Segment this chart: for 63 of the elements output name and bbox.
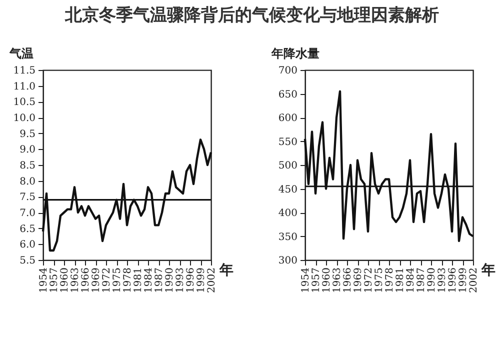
x-tick-label: 1963 <box>332 268 343 293</box>
x-tick-label: 1966 <box>342 268 354 293</box>
x-tick-label: 1975 <box>112 268 123 293</box>
y-tick-label: 350 <box>278 232 298 243</box>
y-tick-label: 5.5 <box>20 256 36 266</box>
y-tick-label: 550 <box>278 136 298 148</box>
x-tick-label: 1975 <box>374 268 385 293</box>
x-tick-label: 1996 <box>186 268 196 293</box>
y-tick-label: 11.0 <box>13 81 36 92</box>
x-tick-label: 1978 <box>384 268 396 293</box>
y-tick-label: 8.0 <box>20 176 36 188</box>
y-tick-label: 500 <box>278 160 298 172</box>
x-tick-label: 1972 <box>102 268 112 293</box>
y-tick-label: 700 <box>278 66 298 76</box>
y-axis-title: 年降水量 <box>270 46 320 60</box>
y-tick-label: 650 <box>278 89 298 100</box>
x-tick-label: 1957 <box>49 268 60 293</box>
y-tick-label: 600 <box>278 113 298 124</box>
y-tick-label: 6.0 <box>20 240 36 251</box>
x-tick-label: 1969 <box>91 268 102 293</box>
x-axis-title: 年 <box>218 262 234 278</box>
y-tick-label: 10.5 <box>13 97 36 108</box>
x-tick-label: 1981 <box>395 268 406 293</box>
y-tick-label: 400 <box>278 208 298 219</box>
x-tick-label: 1984 <box>406 268 416 293</box>
y-tick-label: 300 <box>278 256 298 266</box>
y-tick-label: 450 <box>278 184 298 196</box>
y-tick-label: 6.5 <box>20 224 36 235</box>
x-tick-label: 1969 <box>353 268 364 293</box>
x-tick-label: 1996 <box>448 268 458 293</box>
y-tick-label: 9.0 <box>20 144 36 156</box>
x-tick-label: 1993 <box>437 268 448 293</box>
x-tick-label: 1993 <box>175 268 186 293</box>
y-tick-label: 9.5 <box>20 128 36 140</box>
x-tick-label: 2002 <box>468 268 480 293</box>
x-tick-label: 1990 <box>164 268 176 293</box>
x-tick-label: 1972 <box>364 268 374 293</box>
y-tick-label: 7.5 <box>20 192 36 204</box>
y-tick-label: 10.0 <box>13 113 36 124</box>
x-tick-label: 1987 <box>416 268 427 293</box>
line-series <box>304 90 474 242</box>
x-tick-label: 1957 <box>311 268 322 293</box>
text: 北京冬季气温骤降背后的气候变化与地理因素解析 <box>64 5 439 26</box>
x-tick-label: 1966 <box>80 268 92 293</box>
x-tick-label: 1990 <box>426 268 438 293</box>
x-tick-label: 1984 <box>144 268 154 293</box>
x-tick-label: 2002 <box>206 268 218 293</box>
x-tick-label: 1978 <box>122 268 134 293</box>
x-tick-label: 1963 <box>70 268 81 293</box>
line-series <box>42 138 212 252</box>
x-tick-label: 1954 <box>300 268 312 293</box>
x-tick-label: 1960 <box>60 268 70 293</box>
x-tick-label: 1999 <box>196 268 207 293</box>
y-tick-label: 8.5 <box>20 160 36 172</box>
x-tick-label: 1987 <box>154 268 165 293</box>
y-tick-label: 7.0 <box>20 208 36 219</box>
x-axis-title: 年 <box>480 262 496 278</box>
x-tick-label: 1999 <box>458 268 469 293</box>
x-tick-label: 1954 <box>38 268 50 293</box>
y-axis-title: 气温 <box>8 46 34 60</box>
x-tick-label: 1960 <box>322 268 332 293</box>
x-tick-label: 1981 <box>133 268 144 293</box>
y-tick-label: 11.5 <box>13 66 36 76</box>
